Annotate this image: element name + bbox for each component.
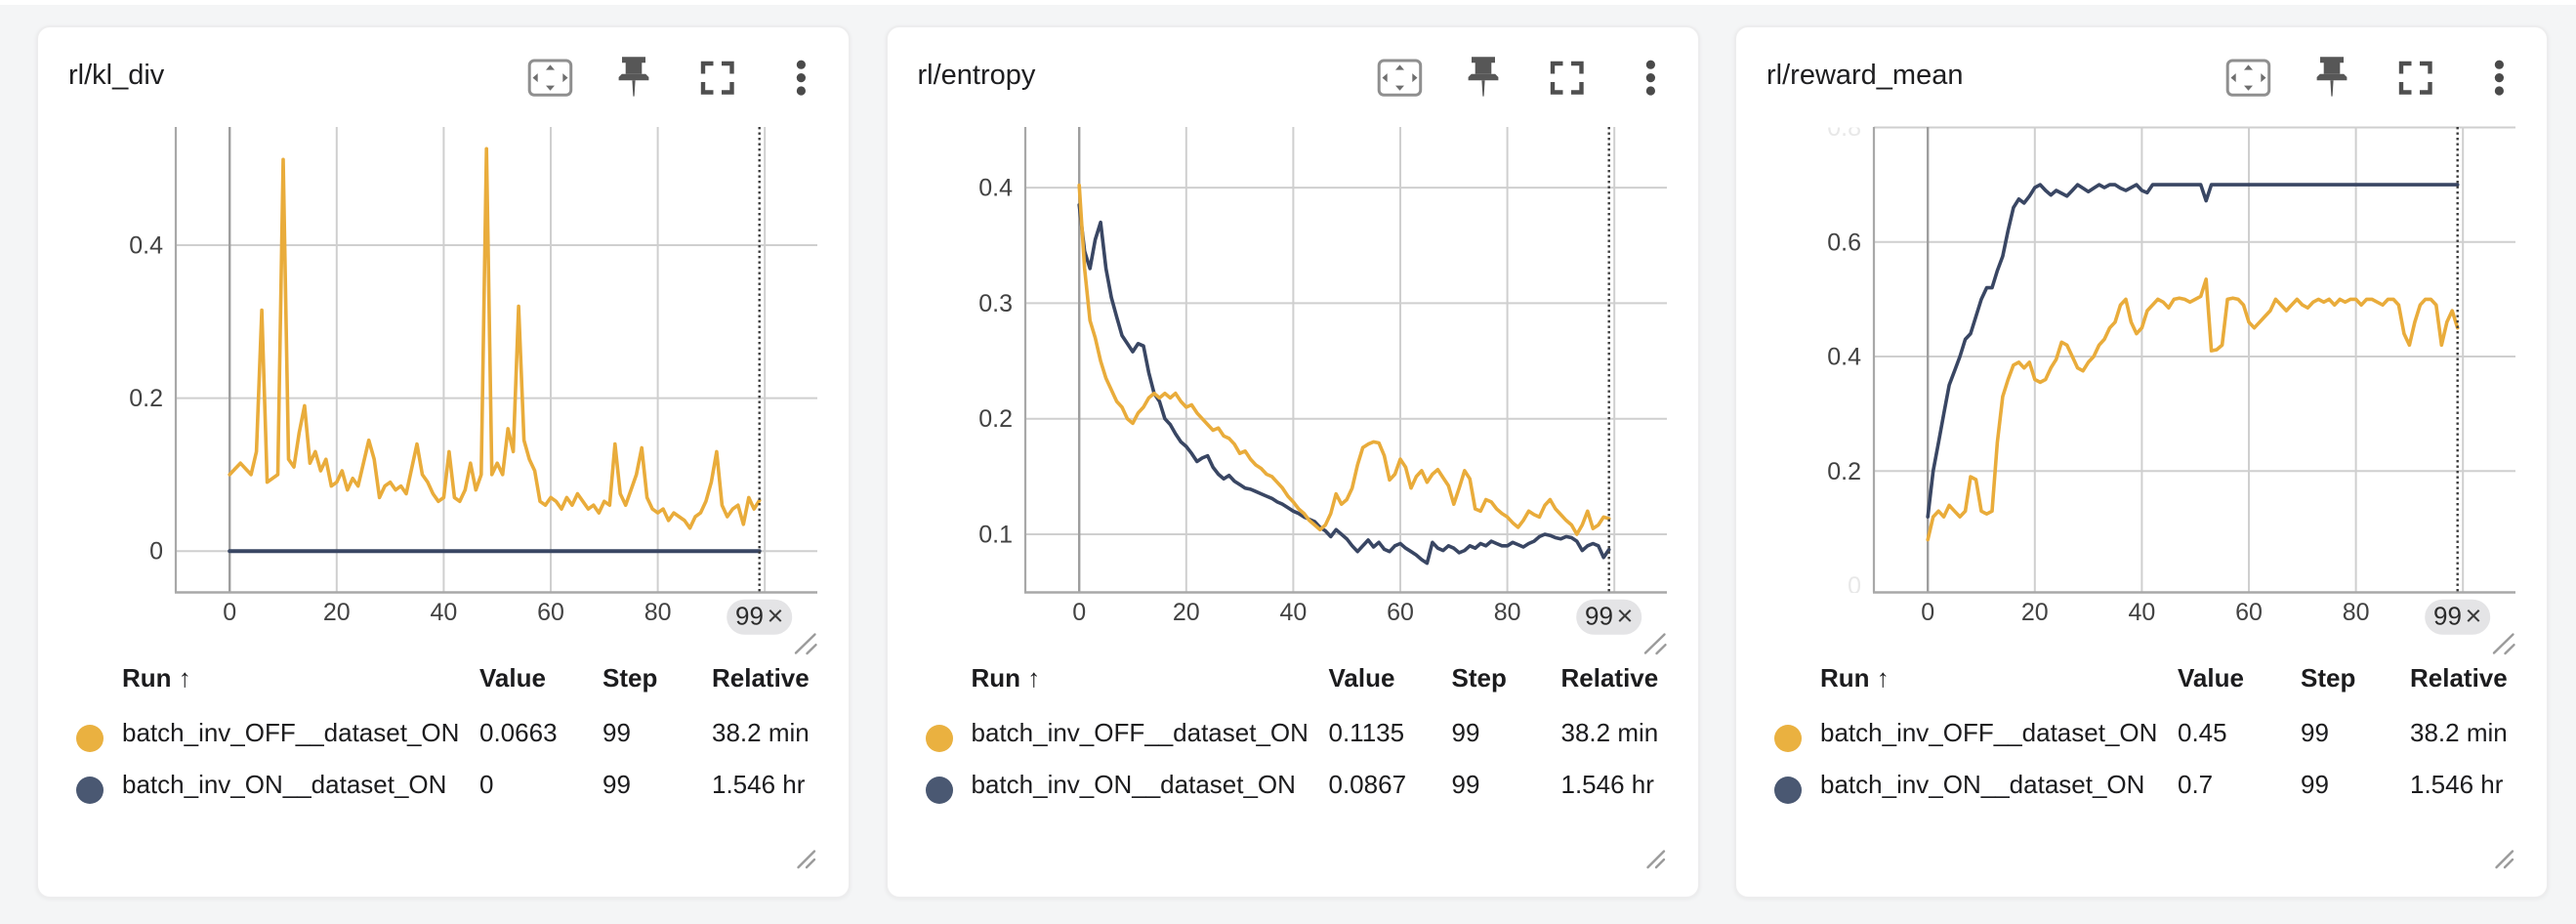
svg-text:80: 80 bbox=[2343, 599, 2370, 626]
svg-text:0.4: 0.4 bbox=[129, 232, 163, 260]
svg-text:0.1: 0.1 bbox=[978, 522, 1013, 549]
svg-text:0.2: 0.2 bbox=[978, 405, 1013, 433]
svg-text:99: 99 bbox=[735, 602, 764, 631]
svg-text:0.2: 0.2 bbox=[1827, 458, 1861, 485]
svg-text:40: 40 bbox=[1279, 599, 1307, 626]
svg-text:0.3: 0.3 bbox=[978, 290, 1013, 317]
svg-text:0: 0 bbox=[1921, 599, 1934, 626]
svg-text:60: 60 bbox=[1387, 599, 1414, 626]
svg-text:0: 0 bbox=[1072, 599, 1086, 626]
svg-text:0: 0 bbox=[1848, 572, 1861, 600]
svg-text:99: 99 bbox=[2433, 602, 2462, 631]
svg-text:40: 40 bbox=[430, 599, 457, 626]
svg-text:0.8: 0.8 bbox=[1827, 114, 1861, 142]
svg-text:0.4: 0.4 bbox=[978, 175, 1013, 202]
svg-text:×: × bbox=[768, 601, 784, 632]
svg-text:0.6: 0.6 bbox=[1827, 229, 1861, 256]
svg-text:×: × bbox=[1616, 601, 1633, 632]
svg-text:80: 80 bbox=[644, 599, 672, 626]
svg-text:60: 60 bbox=[537, 599, 564, 626]
svg-text:20: 20 bbox=[2021, 599, 2049, 626]
svg-text:20: 20 bbox=[323, 599, 351, 626]
svg-text:60: 60 bbox=[2235, 599, 2263, 626]
svg-text:0.4: 0.4 bbox=[1827, 344, 1861, 371]
svg-text:×: × bbox=[2466, 601, 2482, 632]
svg-text:99: 99 bbox=[1585, 602, 1613, 631]
svg-text:0: 0 bbox=[149, 538, 163, 566]
svg-text:0.2: 0.2 bbox=[129, 385, 163, 412]
svg-text:0: 0 bbox=[223, 599, 236, 626]
svg-text:80: 80 bbox=[1493, 599, 1520, 626]
svg-text:20: 20 bbox=[1172, 599, 1199, 626]
svg-text:40: 40 bbox=[2128, 599, 2155, 626]
